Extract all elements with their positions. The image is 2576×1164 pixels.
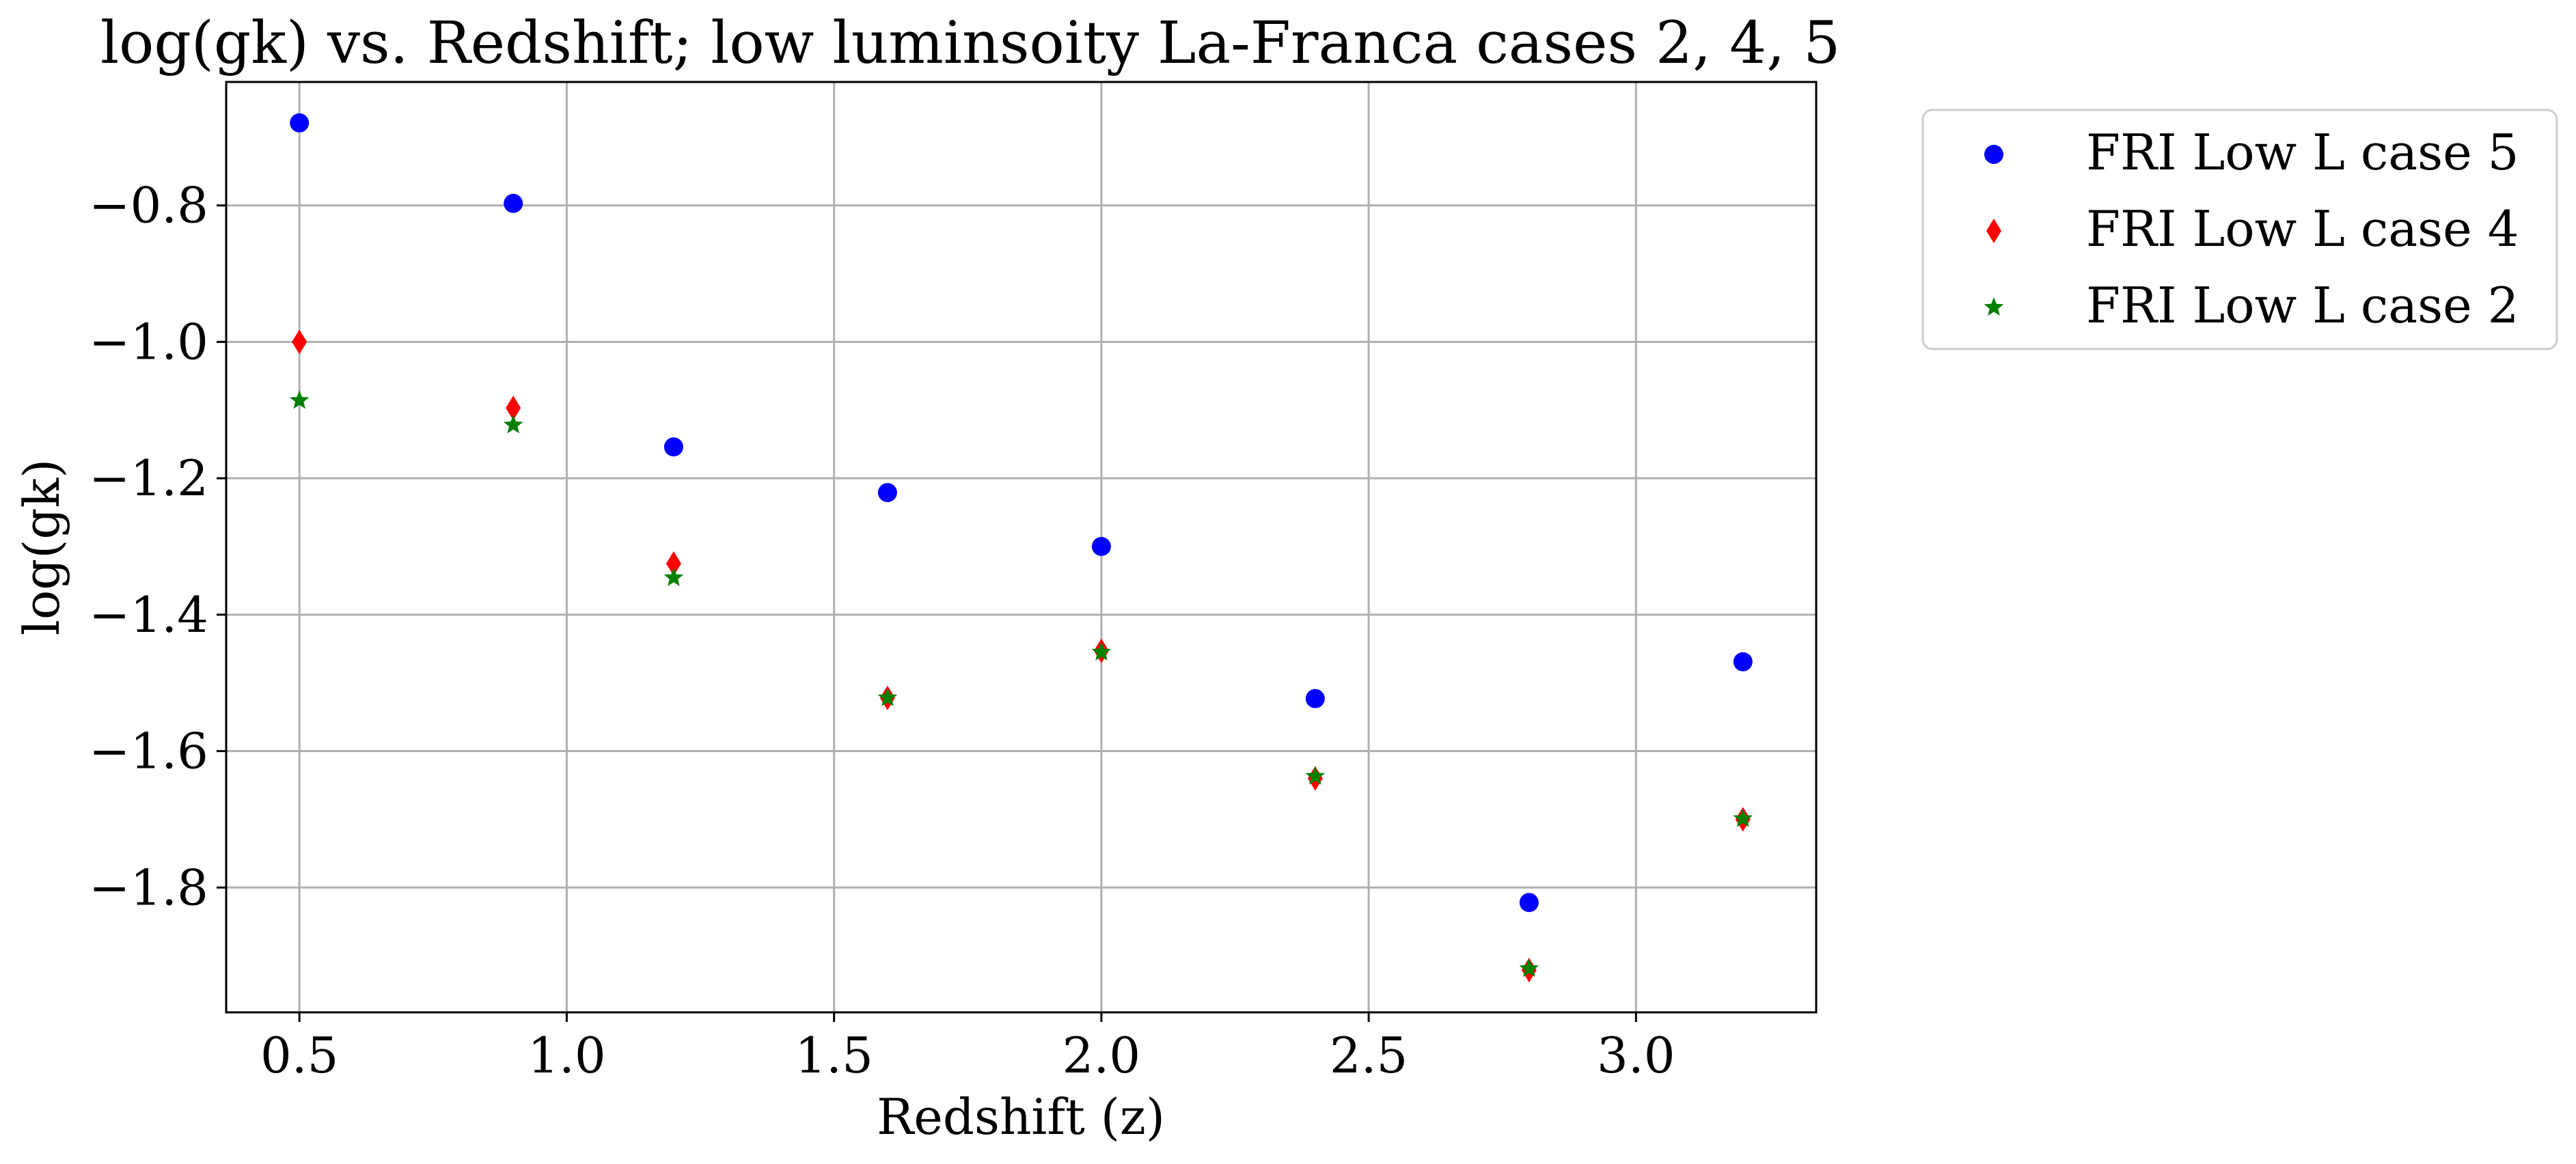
data-point-case5	[1305, 689, 1325, 708]
x-axis-label: Redshift (z)	[877, 1088, 1165, 1146]
data-point-case2	[1305, 766, 1326, 785]
legend-label-case5: FRI Low L case 5	[2086, 124, 2519, 181]
y-tick-label: −1.6	[89, 723, 208, 780]
data-point-case2	[663, 567, 684, 587]
series-case5	[290, 113, 1753, 913]
x-tick-label: 0.5	[260, 1027, 339, 1084]
x-tick-label: 1.5	[795, 1027, 873, 1084]
y-tick-label: −0.8	[89, 177, 208, 234]
plot-area-frame	[225, 81, 1818, 1014]
x-tick-label: 1.0	[527, 1027, 606, 1084]
x-tick-label: 2.5	[1330, 1027, 1408, 1084]
data-point-case5	[877, 483, 897, 503]
data-point-case5	[290, 113, 310, 133]
data-point-case5	[1733, 652, 1753, 671]
data-point-case5	[1519, 893, 1539, 913]
y-axis-label: log(gk)	[13, 459, 70, 635]
data-point-case2	[877, 687, 898, 706]
y-tick-label: −1.2	[89, 449, 208, 507]
legend-marker-case5	[1984, 145, 2003, 164]
data-point-case4	[292, 329, 307, 355]
data-point-case5	[1091, 537, 1111, 557]
data-point-case4	[666, 551, 681, 576]
grid-lines	[226, 82, 1816, 1012]
data-point-case4	[506, 396, 521, 421]
series-case2	[289, 390, 1753, 978]
data-point-case2	[1733, 808, 1753, 827]
data-point-case2	[1091, 641, 1112, 661]
legend-label-case2: FRI Low L case 2	[2086, 277, 2519, 334]
data-point-case2	[1519, 958, 1539, 978]
legend-box	[1921, 109, 2558, 350]
y-axis: −1.8 −1.6 −1.4 −1.2 −1.0 −0.8	[89, 177, 226, 916]
legend-marker-case4	[1986, 219, 2001, 243]
legend: FRI Low L case 5 FRI Low L case 4 FRI Lo…	[1921, 109, 2558, 350]
data-point-case2	[289, 390, 310, 409]
y-tick-label: −1.8	[89, 859, 208, 916]
x-tick-label: 2.0	[1063, 1027, 1141, 1084]
chart-title: log(gk) vs. Redshift; low luminsoity La-…	[100, 10, 1840, 77]
data-point-case5	[663, 437, 683, 457]
data-point-case2	[503, 415, 523, 434]
legend-marker-case2	[1984, 297, 2004, 316]
legend-label-case4: FRI Low L case 4	[2086, 200, 2519, 258]
data-points	[289, 113, 1753, 983]
x-tick-label: 3.0	[1597, 1027, 1675, 1084]
data-point-case5	[504, 193, 523, 213]
x-axis: 0.5 1.0 1.5 2.0 2.5 3.0	[260, 1012, 1675, 1084]
y-tick-label: −1.4	[89, 586, 208, 643]
y-tick-label: −1.0	[89, 313, 208, 370]
